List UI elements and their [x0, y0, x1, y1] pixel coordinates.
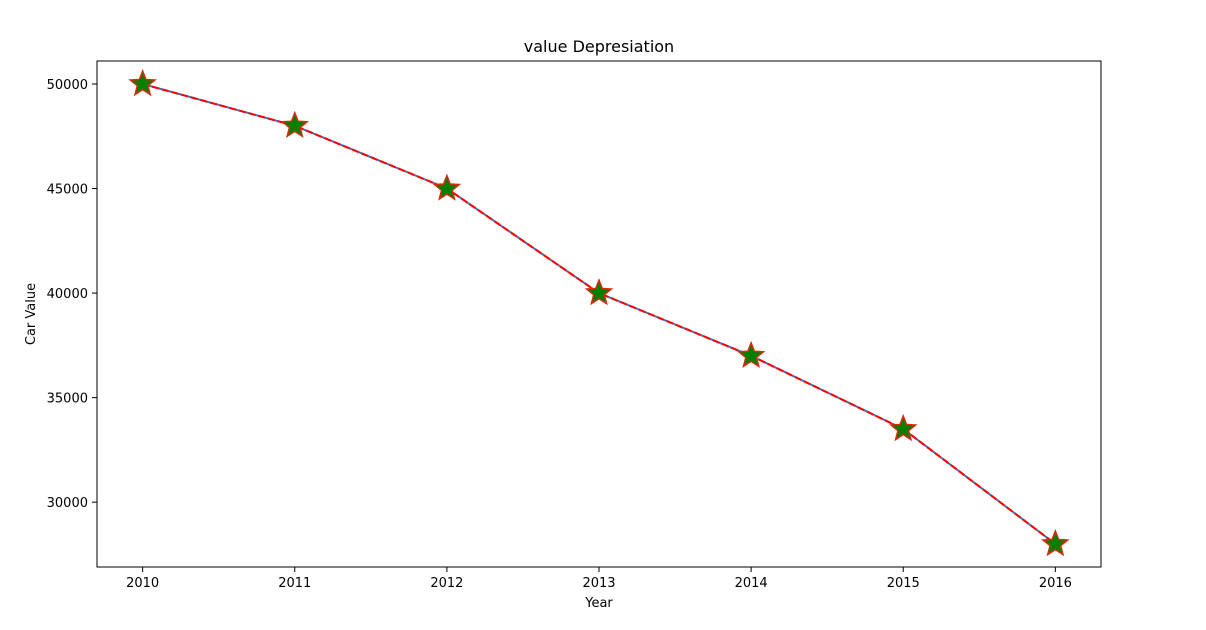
series-line-dashed: [142, 83, 1057, 545]
y-tick-label: 45000: [47, 183, 88, 198]
x-tick-label: 2014: [735, 576, 768, 591]
axes-frame: [96, 60, 1102, 568]
plot-area: 2010 2011 2012 2013 2014 2015 2016 30000 35000 40…: [47, 60, 1102, 591]
x-tick-label: 2010: [126, 576, 159, 591]
data-point-star-marker: [280, 110, 310, 139]
x-tick-label: 2012: [430, 576, 463, 591]
data-point-star-marker: [432, 173, 462, 201]
x-axis-title: Year: [584, 596, 613, 611]
data-point-star-marker: [1041, 528, 1070, 557]
x-tick-label: 2011: [278, 576, 311, 591]
y-tick-label: 30000: [47, 496, 88, 511]
data-point-star-marker: [584, 278, 614, 306]
x-tick-label: 2015: [887, 576, 920, 591]
data-point-star-marker: [736, 340, 766, 369]
chart-title: value Depresiation: [524, 37, 674, 56]
x-tick-label: 2013: [582, 576, 615, 591]
y-axis-title: Car Value: [24, 283, 39, 345]
y-tick-label: 35000: [47, 392, 88, 407]
data-point-star-marker: [888, 413, 918, 442]
data-point-star-marker: [128, 68, 157, 97]
series-line-solid: [142, 83, 1057, 545]
y-tick-label: 40000: [47, 287, 88, 302]
x-tick-label: 2016: [1039, 576, 1072, 591]
y-tick-label: 50000: [47, 78, 88, 93]
